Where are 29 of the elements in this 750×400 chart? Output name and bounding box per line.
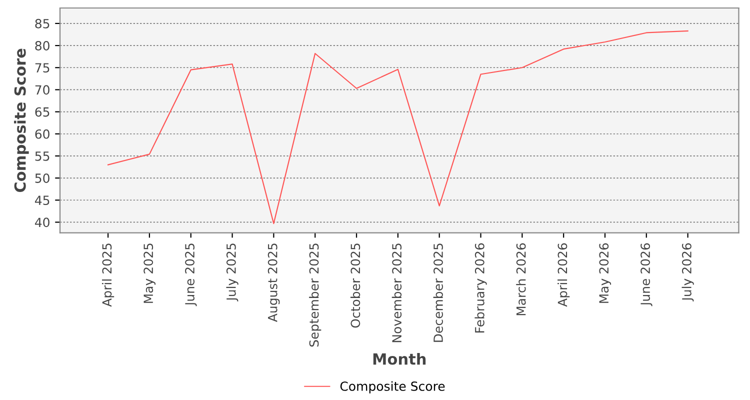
y-tick-label: 55 <box>35 152 50 161</box>
x-tick-label: November 2025 <box>392 244 402 342</box>
x-tick-label: March 2026 <box>516 243 526 316</box>
y-axis-title: Composite Score <box>14 48 29 192</box>
x-tick-label: June 2025 <box>185 244 197 306</box>
y-tick-label: 85 <box>35 18 50 28</box>
line-series <box>107 30 688 224</box>
x-tick-label: October 2025 <box>350 244 360 328</box>
x-tick-label: May 2026 <box>599 243 612 303</box>
y-tick-label: 70 <box>35 85 50 95</box>
x-tick-label: May 2025 <box>144 244 156 303</box>
x-axis-title: Month <box>373 352 426 365</box>
x-tick-label: August 2025 <box>268 244 280 322</box>
y-tick-label: 40 <box>34 218 50 228</box>
x-tick-label: December 2025 <box>433 244 443 342</box>
x-tick-label: February 2026 <box>474 243 487 332</box>
legend-label: Composite Score <box>340 381 445 394</box>
x-tick-label: July 2025 <box>226 244 238 302</box>
y-tick-label: 45 <box>34 196 50 206</box>
x-tick-label: July 2026 <box>682 243 694 302</box>
y-tick-label: 60 <box>35 129 50 139</box>
x-tick-label: April 2025 <box>102 244 114 307</box>
x-tick-label: June 2026 <box>640 243 652 306</box>
y-tick-label: 75 <box>35 63 50 73</box>
x-tick-label: April 2026 <box>558 243 570 307</box>
y-tick-label: 50 <box>35 174 50 183</box>
x-tick-label: September 2025 <box>309 244 322 347</box>
y-tick-label: 65 <box>35 107 50 117</box>
y-tick-label: 80 <box>35 41 50 50</box>
